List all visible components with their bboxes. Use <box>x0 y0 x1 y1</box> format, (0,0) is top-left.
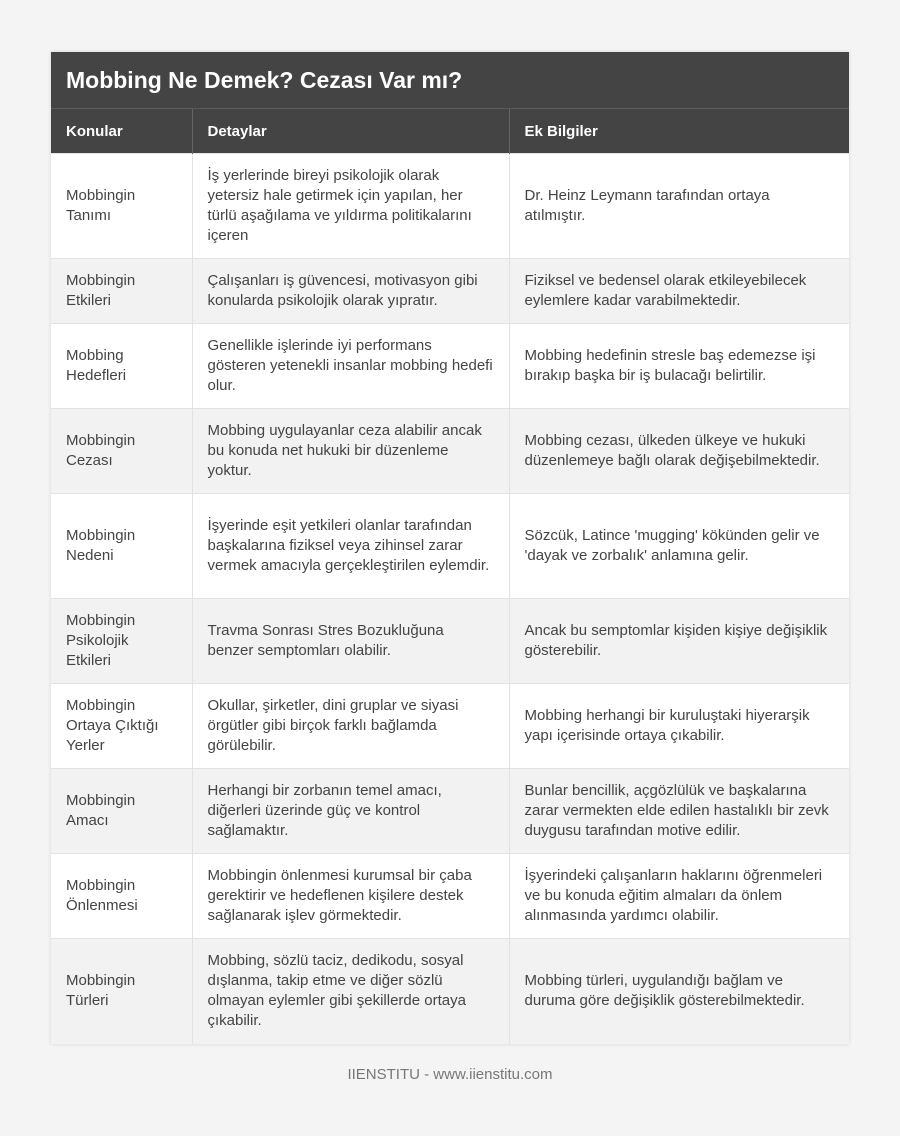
cell-details: İş yerlerinde bireyi psikolojik olarak y… <box>192 153 510 259</box>
cell-topic: Mobbing Hedefleri <box>51 323 193 409</box>
table-row: Mobbingin Türleri Mobbing, sözlü taciz, d… <box>51 938 849 1044</box>
cell-details: İşyerinde eşit yetkileri olanlar tarafın… <box>192 493 510 599</box>
cell-extra-info: İşyerindeki çalışanların haklarını öğren… <box>509 853 849 939</box>
cell-extra-info: Fiziksel ve bedensel olarak etkileyebile… <box>509 258 849 324</box>
table-row: Mobbingin Nedeni İşyerinde eşit yetkileri… <box>51 493 849 599</box>
cell-topic: Mobbingin Ortaya Çıktığı Yerler <box>51 683 193 769</box>
cell-topic: Mobbingin Amacı <box>51 768 193 854</box>
cell-details: Travma Sonrası Stres Bozukluğuna benzer … <box>192 598 510 684</box>
cell-topic: Mobbingin Cezası <box>51 408 193 494</box>
cell-topic: Mobbingin Önlenmesi <box>51 853 193 939</box>
cell-details: Çalışanları iş güvencesi, motivasyon gib… <box>192 258 510 324</box>
cell-details: Mobbing uygulayanlar ceza alabilir ancak… <box>192 408 510 494</box>
table-row: Mobbingin Amacı Herhangi bir zorbanın tem… <box>51 768 849 854</box>
header-ek-bilgiler: Ek Bilgiler <box>509 109 849 154</box>
cell-extra-info: Ancak bu semptomlar kişiden kişiye değiş… <box>509 598 849 684</box>
table-row: Mobbingin Önlenmesi Mobbingin önlenmesi k… <box>51 853 849 939</box>
table-row: Mobbingin Cezası Mobbing uygulayanlar cez… <box>51 408 849 494</box>
header-detaylar: Detaylar <box>192 109 510 154</box>
header-row: Konular Detaylar Ek Bilgiler <box>51 109 849 154</box>
footer-credit: IIENSTITU - www.iienstitu.com <box>347 1066 553 1083</box>
table-row: Mobbingin Tanımı İş yerlerinde bireyi psi… <box>51 153 849 259</box>
table-row: Mobbing Hedefleri Genellikle işlerinde iy… <box>51 323 849 409</box>
table-row: Mobbingin Psikolojik Etkileri Travma Sonr… <box>51 598 849 684</box>
mobbing-table-card: Mobbing Ne Demek? Cezası Var mı? Konular… <box>51 52 849 1044</box>
cell-extra-info: Dr. Heinz Leymann tarafından ortaya atıl… <box>509 153 849 259</box>
cell-details: Mobbingin önlenmesi kurumsal bir çaba ge… <box>192 853 510 939</box>
cell-extra-info: Bunlar bencillik, açgözlülük ve başkalar… <box>509 768 849 854</box>
cell-extra-info: Mobbing hedefinin stresle baş edemezse i… <box>509 323 849 409</box>
cell-extra-info: Mobbing türleri, uygulandığı bağlam ve d… <box>509 938 849 1044</box>
cell-details: Herhangi bir zorbanın temel amacı, diğer… <box>192 768 510 854</box>
mobbing-table: Konular Detaylar Ek Bilgiler Mobbingin T… <box>51 109 849 1044</box>
table-row: Mobbingin Etkileri Çalışanları iş güvence… <box>51 258 849 324</box>
table-title: Mobbing Ne Demek? Cezası Var mı? <box>51 52 849 109</box>
cell-extra-info: Mobbing cezası, ülkeden ülkeye ve hukuki… <box>509 408 849 494</box>
cell-details: Genellikle işlerinde iyi performans göst… <box>192 323 510 409</box>
table-row: Mobbingin Ortaya Çıktığı Yerler Okullar, … <box>51 683 849 769</box>
cell-topic: Mobbingin Tanımı <box>51 153 193 259</box>
cell-details: Mobbing, sözlü taciz, dedikodu, sosyal d… <box>192 938 510 1044</box>
cell-details: Okullar, şirketler, dini gruplar ve siya… <box>192 683 510 769</box>
cell-extra-info: Mobbing herhangi bir kuruluştaki hiyerar… <box>509 683 849 769</box>
cell-topic: Mobbingin Türleri <box>51 938 193 1044</box>
header-konular: Konular <box>51 109 193 154</box>
cell-extra-info: Sözcük, Latince 'mugging' kökünden gelir… <box>509 493 849 599</box>
cell-topic: Mobbingin Etkileri <box>51 258 193 324</box>
cell-topic: Mobbingin Nedeni <box>51 493 193 599</box>
cell-topic: Mobbingin Psikolojik Etkileri <box>51 598 193 684</box>
